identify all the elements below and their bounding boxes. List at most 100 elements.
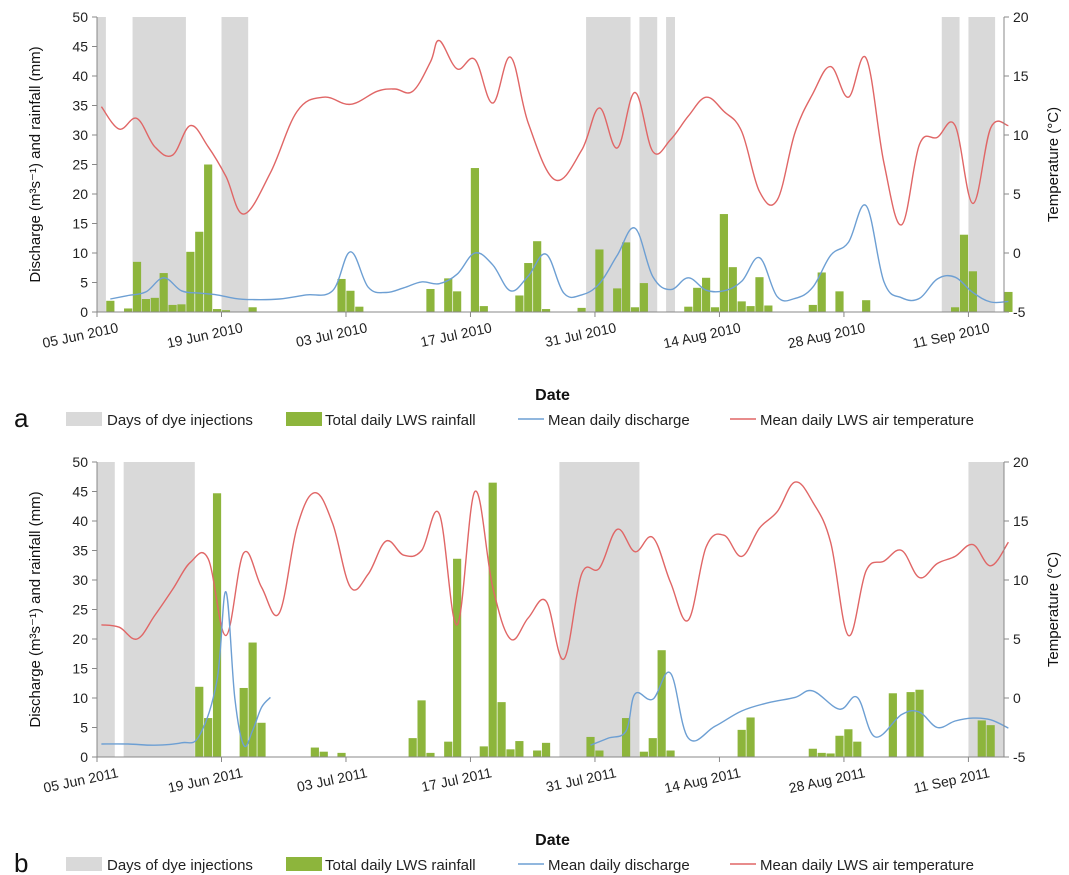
y-tick-label: 50 [72,454,88,470]
rainfall-bar [764,305,773,312]
rainfall-bar [844,729,853,757]
y-tick-label: 0 [80,749,88,765]
rainfall-bar [621,242,631,312]
dye-injection-band [132,17,186,312]
y2-tick-label: 0 [1013,690,1021,706]
temperature-line [100,39,1009,226]
rainfall-bar [346,290,355,312]
y-tick-label: 5 [80,275,88,291]
y-tick-label: 15 [72,216,88,232]
rainfall-bar [613,288,622,312]
chart-panel-a: 0 5 10 15 20 25 30 35 40 45 50 -5 0 5 10 15 20 05 Jun 201… [14,9,1062,433]
legend-label-temperature: Mean daily LWS air temperature [760,412,974,429]
x-tick-label: 28 Aug 2010 [786,319,866,351]
y-tick-label: 15 [72,661,88,677]
x-tick-label: 31 Jul 2011 [544,764,617,795]
rainfall-bar [630,307,640,312]
dye-injection-band [97,462,115,757]
rainfall-bar [541,309,551,312]
y-axis-label: Discharge (m³s⁻¹) and rainfall (mm) [27,491,44,727]
rainfall-bar [177,304,186,312]
y2-axis-label: Temperature (°C) [1045,552,1062,667]
rainfall-bar [248,307,257,312]
x-tick-label: 17 Jul 2011 [420,764,493,795]
rainfall-bar [132,261,142,312]
rainfall-bar [212,493,222,757]
dye-injection-band [941,17,960,312]
rainfall-bar [426,752,435,757]
x-tick-label: 19 Jun 2010 [165,319,244,351]
x-tick-label: 14 Aug 2011 [663,764,742,796]
rainfall-bar [524,263,533,312]
rainfall-bar [150,297,159,312]
chart-panel-b: 0 5 10 15 20 25 30 35 40 45 50 -5 0 5 10 15 20 05 Jun 201… [14,454,1062,875]
rainfall-bar [124,308,133,312]
y-tick-label: 35 [72,543,88,559]
rainfall-bar [541,742,551,757]
rainfall-bar [204,164,213,312]
rainfall-bar [595,249,604,312]
rainfall-bar [719,214,728,312]
rainfall-bar [248,642,257,757]
y2-tick-label: 5 [1013,631,1021,647]
rainfall-bar [906,692,915,757]
rainfall-bar [159,273,168,312]
rainfall-bar [737,301,746,312]
rainfall-bar [737,729,746,757]
legend-swatch-rainfall [286,412,322,426]
dye-injection-band [97,17,106,312]
rainfall-bar [337,752,346,757]
y-tick-label: 40 [72,513,88,529]
rainfall-bar [470,168,480,312]
rainfall-bar [479,746,488,757]
y-tick-label: 0 [80,304,88,320]
dye-injection-band [968,17,996,312]
rainfall-bar [221,310,231,312]
x-tick-label: 17 Jul 2010 [419,319,493,350]
dye-injection-band [968,462,1004,757]
rainfall-bar [639,751,648,757]
rainfall-bar [951,307,960,312]
rainfall-bar [212,309,222,312]
rainfall-bar [533,241,542,312]
x-tick-label: 19 Jun 2011 [166,764,244,796]
rainfall-bar [808,748,817,757]
dye-injection-band [666,17,675,312]
discharge-line [110,204,1009,304]
rainfall-bar [888,693,897,757]
rainfall-bar [453,291,462,312]
y2-tick-label: 10 [1013,572,1029,588]
rainfall-bar [533,750,542,757]
rainfall-bar [195,231,204,312]
rainfall-bar [728,267,737,312]
y-tick-label: 45 [72,484,88,500]
y2-axis-label: Temperature (°C) [1045,107,1062,222]
rainfall-bar [355,306,364,312]
dye-injection-band [559,462,640,757]
legend-label-temperature: Mean daily LWS air temperature [760,857,974,874]
y-axis-label: Discharge (m³s⁻¹) and rainfall (mm) [27,46,44,282]
y2-tick-label: 0 [1013,245,1021,261]
x-tick-label: 28 Aug 2011 [787,764,866,796]
rainfall-bar [444,278,453,312]
x-tick-label: 31 Jul 2010 [543,319,617,350]
y-tick-label: 50 [72,9,88,25]
rainfall-bar [915,689,924,757]
y-tick-label: 25 [72,157,88,173]
rainfall-bar [186,251,195,312]
rainfall-bar [684,306,693,312]
x-tick-label: 03 Jul 2011 [295,764,368,795]
rainfall-bar [648,738,657,757]
legend-label-rainfall: Total daily LWS rainfall [325,412,476,429]
legend: Days of dye injections Total daily LWS ra… [66,857,974,874]
rainfall-bar [141,299,150,312]
rainfall-bar [577,307,586,312]
legend-label-discharge: Mean daily discharge [548,412,690,429]
rainfall-bar [621,718,631,757]
legend-swatch-dye [66,412,102,426]
y2-tick-label: 15 [1013,68,1029,84]
rainfall-bar [862,300,871,312]
rainfall-bar [710,307,720,312]
x-tick-label: 05 Jun 2011 [42,764,120,796]
